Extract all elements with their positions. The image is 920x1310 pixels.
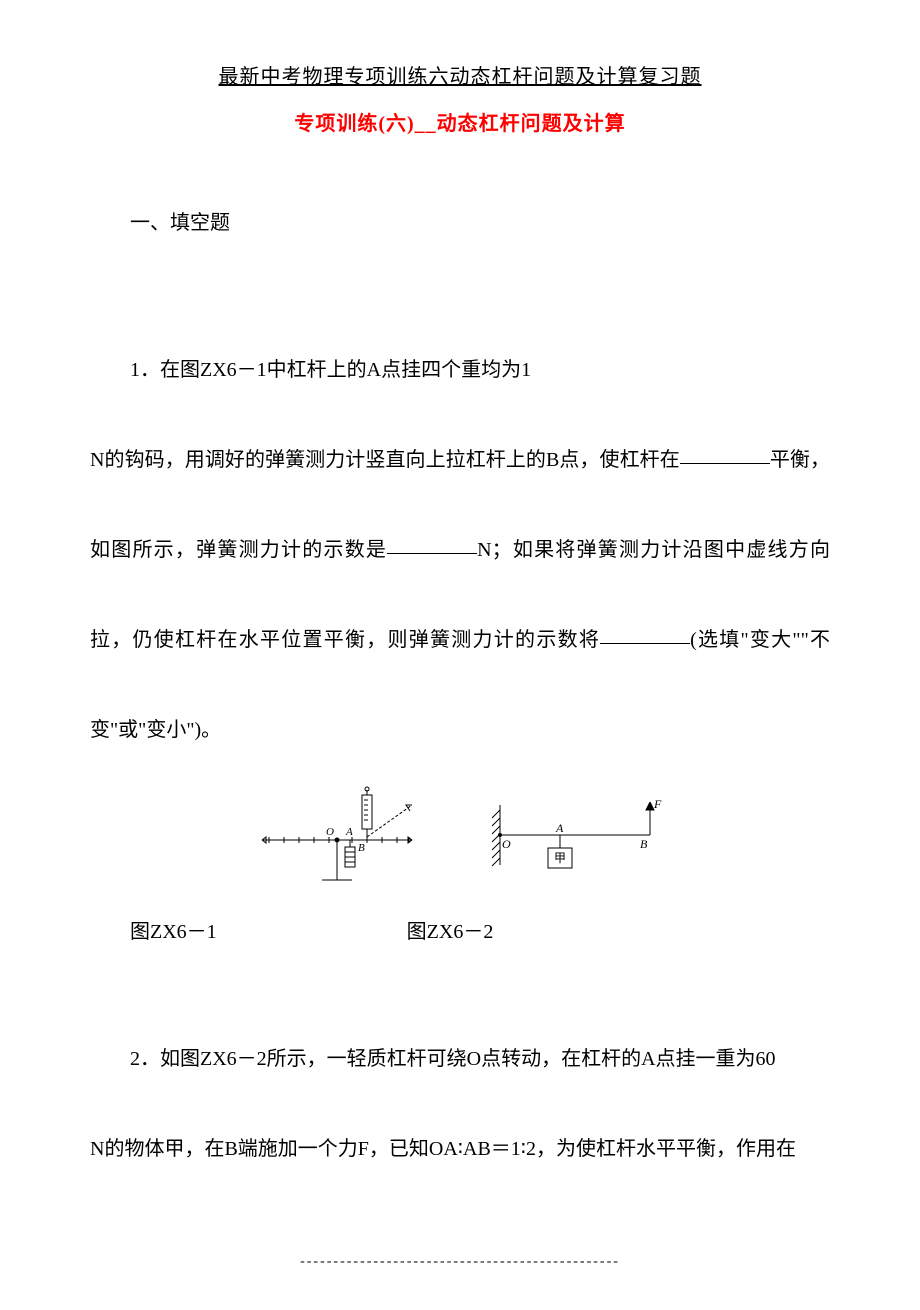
section-heading: 一、填空题	[130, 206, 830, 235]
q2-part2: N的物体甲，在B端施加一个力F，已知OA∶AB＝1∶2，为使杠杆水平平衡，作用在	[90, 1138, 796, 1160]
caption-fig2: 图ZX6－2	[407, 921, 494, 943]
figure-zx6-1: O A B	[254, 785, 424, 885]
sub-title: 专项训练(六)__动态杠杆问题及计算	[90, 107, 830, 136]
question-1: 1．在图ZX6－1中杠杆上的A点挂四个重均为1 N的钩码，用调好的弹簧测力计竖直…	[90, 325, 830, 775]
figures-row: O A B	[90, 785, 830, 885]
figure-captions: 图ZX6－1 图ZX6－2	[130, 915, 830, 944]
footer-dashes: ----------------------------------------…	[90, 1254, 830, 1270]
fig1-label-A: A	[345, 826, 353, 838]
fig1-label-B: B	[358, 842, 365, 854]
fig2-label-B: B	[640, 837, 648, 851]
fig2-label-A: A	[555, 821, 564, 835]
fig1-label-O: O	[326, 826, 334, 838]
blank-3	[600, 624, 690, 644]
blank-1	[680, 444, 770, 464]
figure-zx6-2: O A B F 甲	[482, 790, 667, 880]
fig2-label-F: F	[653, 797, 662, 811]
q1-line1: 1．在图ZX6－1中杠杆上的A点挂四个重均为1	[130, 359, 531, 381]
fig2-label-O: O	[502, 837, 511, 851]
q2-line1: 2．如图ZX6－2所示，一轻质杠杆可绕O点转动，在杠杆的A点挂一重为60	[130, 1048, 776, 1070]
caption-fig1: 图ZX6－1	[130, 921, 217, 943]
fig2-label-box: 甲	[554, 851, 566, 865]
header-title: 最新中考物理专项训练六动态杠杆问题及计算复习题	[90, 60, 830, 89]
q1-part2: N的钩码，用调好的弹簧测力计竖直向上拉杠杆上的B点，使杠杆在	[90, 449, 680, 471]
question-2: 2．如图ZX6－2所示，一轻质杠杆可绕O点转动，在杠杆的A点挂一重为60 N的物…	[90, 1014, 830, 1194]
blank-2	[387, 534, 477, 554]
